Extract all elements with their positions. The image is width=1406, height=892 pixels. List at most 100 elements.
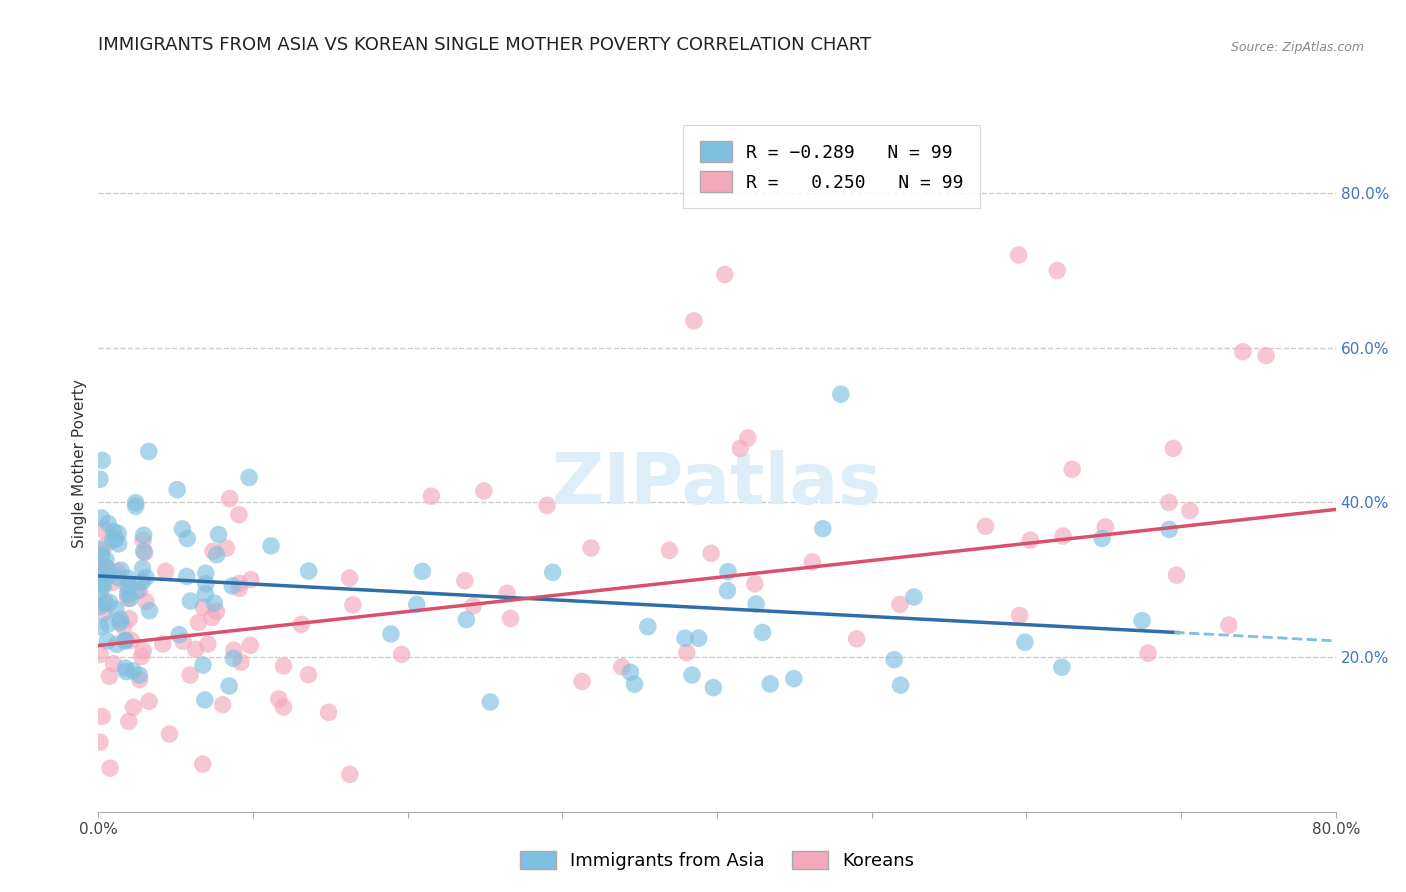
Point: [98, 669, 121, 683]
Point: [179, 668, 201, 682]
Point: [122, 700, 145, 714]
Point: [132, 533, 155, 548]
Point: [89, 567, 111, 582]
Point: [239, 573, 262, 587]
Point: [131, 649, 153, 664]
Point: [619, 665, 641, 680]
Point: [138, 694, 160, 708]
Point: [229, 655, 252, 669]
Point: [132, 643, 155, 657]
Point: [1232, 344, 1254, 359]
Point: [202, 544, 225, 558]
Point: [1052, 529, 1074, 543]
Point: [120, 633, 142, 648]
Point: [222, 651, 245, 665]
Point: [100, 575, 122, 590]
Point: [737, 431, 759, 445]
Point: [454, 574, 477, 588]
Point: [759, 677, 782, 691]
Point: [124, 496, 146, 510]
Point: [155, 565, 177, 579]
Point: [194, 576, 217, 591]
Point: [339, 767, 361, 781]
Point: [194, 566, 217, 581]
Point: [172, 634, 194, 648]
Point: [1166, 568, 1188, 582]
Point: [94, 597, 117, 611]
Point: [132, 528, 155, 542]
Point: [107, 565, 129, 579]
Point: [681, 668, 703, 682]
Point: [267, 692, 290, 706]
Point: [536, 499, 558, 513]
Point: [405, 598, 427, 612]
Point: [187, 615, 209, 630]
Point: [342, 598, 364, 612]
Point: [222, 643, 245, 657]
Point: [91, 453, 114, 467]
Text: IMMIGRANTS FROM ASIA VS KOREAN SINGLE MOTHER POVERTY CORRELATION CHART: IMMIGRANTS FROM ASIA VS KOREAN SINGLE MO…: [98, 36, 872, 54]
Point: [1007, 248, 1029, 262]
Point: [260, 539, 283, 553]
Point: [191, 757, 214, 772]
Point: [131, 574, 153, 589]
Point: [138, 604, 160, 618]
Point: [131, 561, 153, 575]
Point: [166, 483, 188, 497]
Point: [273, 659, 295, 673]
Point: [1019, 533, 1042, 548]
Point: [103, 524, 125, 539]
Point: [221, 579, 243, 593]
Point: [97, 617, 120, 632]
Point: [94, 594, 117, 608]
Point: [96, 634, 118, 648]
Point: [94, 539, 117, 553]
Point: [273, 700, 295, 714]
Point: [1062, 462, 1084, 476]
Point: [134, 545, 156, 559]
Point: [89, 599, 111, 614]
Point: [98, 761, 121, 775]
Point: [675, 646, 697, 660]
Point: [811, 522, 834, 536]
Point: [152, 637, 174, 651]
Point: [157, 727, 180, 741]
Point: [579, 541, 602, 555]
Point: [571, 674, 593, 689]
Point: [89, 586, 111, 600]
Point: [127, 583, 149, 598]
Point: [194, 587, 217, 601]
Point: [1159, 523, 1181, 537]
Point: [104, 532, 127, 546]
Point: [179, 594, 201, 608]
Point: [184, 642, 207, 657]
Point: [730, 442, 752, 456]
Point: [114, 661, 136, 675]
Point: [128, 673, 150, 687]
Point: [115, 580, 138, 594]
Point: [744, 577, 766, 591]
Point: [380, 627, 402, 641]
Point: [172, 522, 194, 536]
Point: [91, 709, 114, 723]
Point: [1157, 495, 1180, 509]
Point: [1008, 608, 1031, 623]
Point: [122, 664, 145, 678]
Point: [89, 620, 111, 634]
Point: [90, 511, 112, 525]
Point: [138, 444, 160, 458]
Text: ZIPatlas: ZIPatlas: [553, 450, 882, 519]
Point: [96, 560, 118, 574]
Point: [107, 526, 129, 541]
Point: [112, 620, 135, 634]
Point: [391, 648, 413, 662]
Point: [205, 605, 228, 619]
Point: [194, 693, 217, 707]
Point: [128, 668, 150, 682]
Point: [89, 472, 111, 486]
Point: [135, 570, 157, 584]
Y-axis label: Single Mother Poverty: Single Mother Poverty: [72, 379, 87, 549]
Point: [218, 679, 240, 693]
Point: [93, 523, 115, 537]
Point: [107, 537, 129, 551]
